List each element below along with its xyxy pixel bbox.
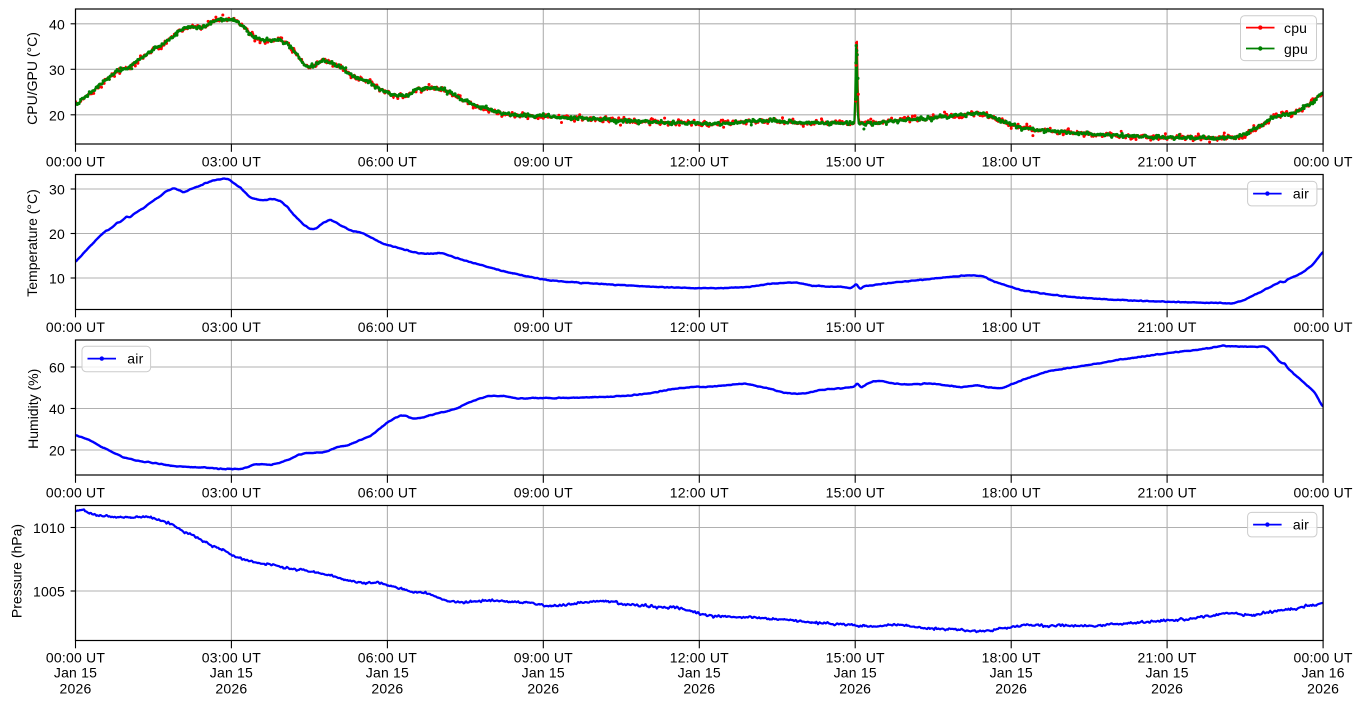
svg-text:Jan 15: Jan 15 <box>1145 665 1188 681</box>
svg-text:00:00 UT: 00:00 UT <box>46 154 105 170</box>
svg-text:Jan 15: Jan 15 <box>834 665 877 681</box>
svg-text:Pressure (hPa): Pressure (hPa) <box>9 524 25 618</box>
svg-text:15:00 UT: 15:00 UT <box>826 649 885 665</box>
svg-text:21:00 UT: 21:00 UT <box>1138 319 1197 335</box>
svg-text:air: air <box>1293 517 1309 533</box>
svg-text:2026: 2026 <box>215 680 247 696</box>
svg-text:00:00 UT: 00:00 UT <box>1294 649 1353 665</box>
svg-text:12:00 UT: 12:00 UT <box>670 649 729 665</box>
svg-text:Humidity (%): Humidity (%) <box>25 369 41 449</box>
svg-text:2026: 2026 <box>371 680 403 696</box>
svg-text:20: 20 <box>49 107 65 123</box>
svg-text:03:00 UT: 03:00 UT <box>202 485 261 501</box>
svg-text:air: air <box>127 350 143 366</box>
svg-text:06:00 UT: 06:00 UT <box>358 649 417 665</box>
svg-text:15:00 UT: 15:00 UT <box>826 154 885 170</box>
svg-text:09:00 UT: 09:00 UT <box>514 154 573 170</box>
svg-text:10: 10 <box>49 271 65 287</box>
svg-text:18:00 UT: 18:00 UT <box>982 485 1041 501</box>
svg-text:Jan 15: Jan 15 <box>210 665 253 681</box>
svg-text:2026: 2026 <box>839 680 871 696</box>
svg-text:03:00 UT: 03:00 UT <box>202 649 261 665</box>
svg-text:18:00 UT: 18:00 UT <box>982 649 1041 665</box>
svg-text:15:00 UT: 15:00 UT <box>826 319 885 335</box>
svg-text:09:00 UT: 09:00 UT <box>514 485 573 501</box>
svg-text:21:00 UT: 21:00 UT <box>1138 154 1197 170</box>
svg-text:40: 40 <box>49 401 65 417</box>
svg-text:12:00 UT: 12:00 UT <box>670 319 729 335</box>
svg-text:00:00 UT: 00:00 UT <box>1294 319 1353 335</box>
svg-text:gpu: gpu <box>1284 41 1308 57</box>
svg-text:Jan 15: Jan 15 <box>678 665 721 681</box>
svg-text:Jan 16: Jan 16 <box>1301 665 1344 681</box>
svg-text:09:00 UT: 09:00 UT <box>514 319 573 335</box>
svg-text:Jan 15: Jan 15 <box>54 665 97 681</box>
svg-text:Jan 15: Jan 15 <box>990 665 1033 681</box>
svg-text:2026: 2026 <box>995 680 1027 696</box>
svg-text:2026: 2026 <box>1151 680 1183 696</box>
svg-text:15:00 UT: 15:00 UT <box>826 485 885 501</box>
svg-text:2026: 2026 <box>60 680 92 696</box>
svg-text:Jan 15: Jan 15 <box>522 665 565 681</box>
svg-text:air: air <box>1293 186 1309 202</box>
svg-text:18:00 UT: 18:00 UT <box>982 154 1041 170</box>
svg-text:2026: 2026 <box>683 680 715 696</box>
svg-text:CPU/GPU (°C): CPU/GPU (°C) <box>24 32 40 125</box>
svg-text:00:00 UT: 00:00 UT <box>46 319 105 335</box>
svg-text:Temperature (°C): Temperature (°C) <box>24 189 40 297</box>
svg-text:21:00 UT: 21:00 UT <box>1138 649 1197 665</box>
svg-text:09:00 UT: 09:00 UT <box>514 649 573 665</box>
svg-text:00:00 UT: 00:00 UT <box>46 485 105 501</box>
svg-text:cpu: cpu <box>1284 20 1307 36</box>
svg-text:60: 60 <box>49 360 65 376</box>
svg-text:21:00 UT: 21:00 UT <box>1138 485 1197 501</box>
svg-text:2026: 2026 <box>527 680 559 696</box>
svg-text:06:00 UT: 06:00 UT <box>358 319 417 335</box>
svg-text:12:00 UT: 12:00 UT <box>670 154 729 170</box>
svg-text:40: 40 <box>49 16 65 32</box>
svg-text:1005: 1005 <box>33 584 65 600</box>
svg-text:Jan 15: Jan 15 <box>366 665 409 681</box>
svg-text:06:00 UT: 06:00 UT <box>358 485 417 501</box>
svg-text:30: 30 <box>49 62 65 78</box>
svg-text:18:00 UT: 18:00 UT <box>982 319 1041 335</box>
svg-text:1010: 1010 <box>33 520 65 536</box>
svg-text:00:00 UT: 00:00 UT <box>1294 154 1353 170</box>
svg-text:00:00 UT: 00:00 UT <box>46 649 105 665</box>
svg-text:20: 20 <box>49 443 65 459</box>
svg-text:30: 30 <box>49 182 65 198</box>
svg-text:03:00 UT: 03:00 UT <box>202 154 261 170</box>
svg-text:00:00 UT: 00:00 UT <box>1294 485 1353 501</box>
svg-text:06:00 UT: 06:00 UT <box>358 154 417 170</box>
svg-text:2026: 2026 <box>1307 680 1339 696</box>
svg-text:12:00 UT: 12:00 UT <box>670 485 729 501</box>
svg-text:20: 20 <box>49 226 65 242</box>
svg-text:03:00 UT: 03:00 UT <box>202 319 261 335</box>
